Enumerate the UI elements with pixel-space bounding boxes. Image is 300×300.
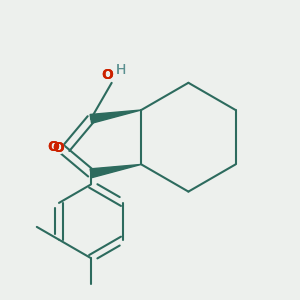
Circle shape <box>48 141 59 153</box>
Text: H: H <box>116 63 126 77</box>
Text: H: H <box>116 63 126 77</box>
Text: O: O <box>47 140 59 154</box>
Circle shape <box>52 142 64 154</box>
Text: O: O <box>101 68 113 82</box>
Polygon shape <box>90 110 141 123</box>
Text: O: O <box>101 68 113 82</box>
Circle shape <box>101 69 112 81</box>
Text: O: O <box>47 140 59 154</box>
Text: O: O <box>52 141 64 155</box>
Polygon shape <box>90 164 141 178</box>
Text: O: O <box>52 141 64 155</box>
